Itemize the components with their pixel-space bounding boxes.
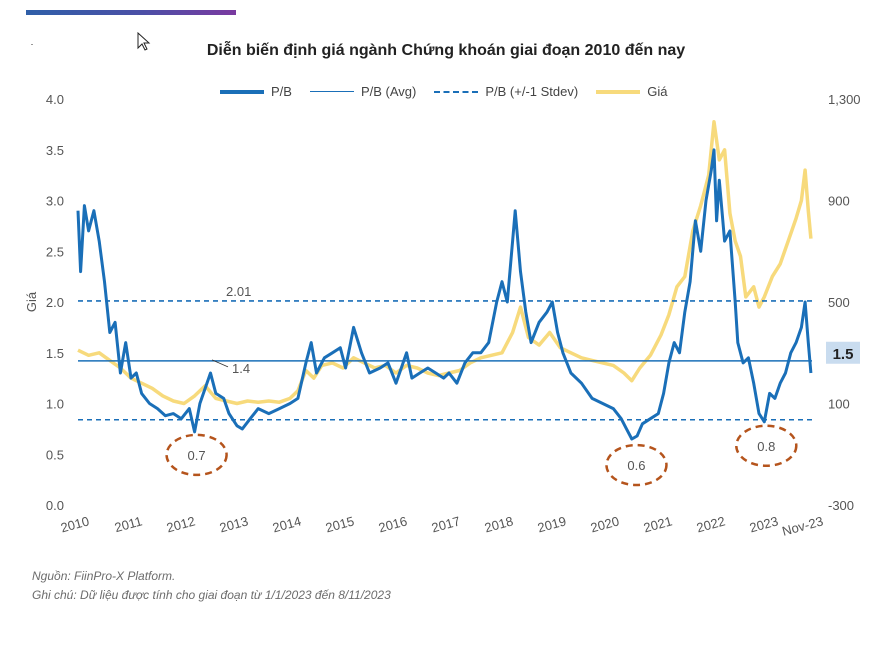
annotation-label: 0.8 bbox=[757, 439, 775, 454]
x-tick-label: 2012 bbox=[165, 513, 197, 535]
last-value-badge bbox=[826, 341, 860, 364]
y-right-tick-label: -300 bbox=[828, 498, 854, 513]
annotation-circle bbox=[735, 424, 798, 468]
reference-line-label: 2.01 bbox=[226, 284, 251, 299]
y-left-tick-label: 2.0 bbox=[46, 295, 64, 310]
y-left-tick-label: 2.5 bbox=[46, 244, 64, 259]
series-gia-line bbox=[77, 120, 813, 406]
chart-legend: P/B P/B (Avg) P/B (+/-1 Stdev) Giá bbox=[220, 84, 667, 99]
y-right-tick-label: 1,300 bbox=[828, 92, 861, 107]
y-right-tick-label: 500 bbox=[828, 295, 850, 310]
x-tick-label: 2016 bbox=[377, 513, 409, 535]
legend-item-pb-stdev: P/B (+/-1 Stdev) bbox=[434, 84, 578, 99]
annotation-circle bbox=[165, 433, 228, 477]
chart-title: Diễn biến định giá ngành Chứng khoán gia… bbox=[206, 42, 686, 59]
y-left-tick-label: 0.0 bbox=[46, 498, 64, 513]
y-left-tick-label: 1.5 bbox=[46, 346, 64, 361]
x-tick-label: 2014 bbox=[271, 513, 303, 535]
x-tick-label: 2023 bbox=[748, 513, 780, 535]
legend-label-pb-stdev: P/B (+/-1 Stdev) bbox=[485, 84, 579, 99]
y-left-tick-label: 3.5 bbox=[46, 143, 64, 158]
x-tick-label: 2010 bbox=[59, 513, 91, 535]
x-tick-label: 2011 bbox=[113, 513, 144, 535]
x-tick-label: 2015 bbox=[324, 513, 356, 535]
x-tick-label: Nov-23 bbox=[780, 513, 824, 538]
y-left-tick-label: 3.0 bbox=[46, 194, 64, 209]
footer-source: Nguồn: FiinPro-X Platform. bbox=[32, 569, 176, 583]
mouse-pointer-icon bbox=[137, 32, 151, 51]
annotation-label: 0.7 bbox=[188, 448, 206, 463]
annotation-circle bbox=[605, 443, 668, 487]
legend-label-pb-avg: P/B (Avg) bbox=[360, 84, 417, 99]
legend-label-gia: Giá bbox=[647, 84, 668, 99]
accent-bar bbox=[26, 10, 236, 15]
y-axis-label: Giá bbox=[24, 291, 39, 312]
y-right-tick-label: 900 bbox=[828, 194, 850, 209]
legend-label-pb: P/B bbox=[271, 84, 292, 99]
legend-swatch-pb bbox=[220, 89, 264, 94]
x-tick-label: 2018 bbox=[483, 513, 515, 535]
x-tick-label: 2013 bbox=[218, 513, 250, 535]
legend-item-pb: P/B bbox=[220, 84, 292, 99]
y-right-tick-label: 100 bbox=[828, 397, 850, 412]
annotation-label: 0.6 bbox=[627, 458, 645, 473]
y-left-tick-label: 0.5 bbox=[46, 447, 64, 462]
reference-line-label: 1.4 bbox=[232, 361, 250, 376]
decorative-dot bbox=[31, 44, 33, 45]
series-pb-line bbox=[76, 148, 813, 441]
avg-label-leader bbox=[211, 359, 229, 368]
x-tick-label: 2017 bbox=[430, 513, 462, 535]
x-tick-label: 2020 bbox=[589, 513, 621, 535]
x-tick-label: 2019 bbox=[536, 513, 568, 535]
legend-swatch-gia bbox=[596, 89, 641, 94]
legend-swatch-pb-stdev bbox=[434, 90, 479, 93]
legend-swatch-pb-avg bbox=[309, 91, 354, 92]
y-left-tick-label: 4.0 bbox=[46, 92, 64, 107]
legend-item-pb-avg: P/B (Avg) bbox=[309, 84, 417, 99]
last-value-label: 1.5 bbox=[833, 346, 854, 363]
y-left-tick-label: 1.0 bbox=[46, 397, 64, 412]
x-tick-label: 2022 bbox=[695, 513, 727, 535]
x-tick-label: 2021 bbox=[642, 513, 674, 535]
legend-item-gia: Giá bbox=[596, 84, 667, 99]
footer-note: Ghi chú: Dữ liệu được tính cho giai đoạn… bbox=[32, 588, 391, 602]
